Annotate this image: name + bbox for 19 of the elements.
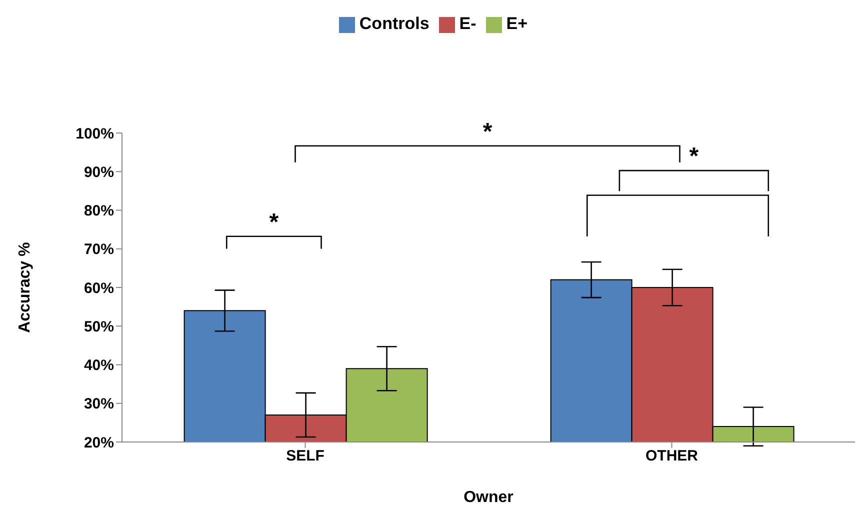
annotation: * [269, 208, 280, 236]
y-axis-title: Accuracy % [16, 242, 34, 333]
y-tick-label: 30% [84, 396, 114, 413]
y-tick-label: 80% [84, 202, 114, 220]
legend-label: Controls [359, 14, 430, 33]
y-tick-label: 70% [84, 241, 114, 258]
legend-label: E- [459, 14, 476, 33]
x-tick-label: OTHER [646, 448, 698, 465]
annotation: * [689, 143, 700, 170]
legend-label: E+ [506, 14, 528, 33]
y-tick-label: 60% [84, 280, 114, 297]
y-tick-label: 100% [76, 125, 114, 142]
x-tick-label: SELF [286, 448, 324, 465]
annotation: * [482, 118, 493, 146]
x-axis-title: Owner [464, 489, 514, 506]
y-tick-label: 40% [84, 357, 114, 374]
y-tick-label: 20% [84, 434, 114, 452]
y-tick-label: 90% [84, 164, 114, 181]
y-tick-label: 50% [84, 318, 114, 336]
